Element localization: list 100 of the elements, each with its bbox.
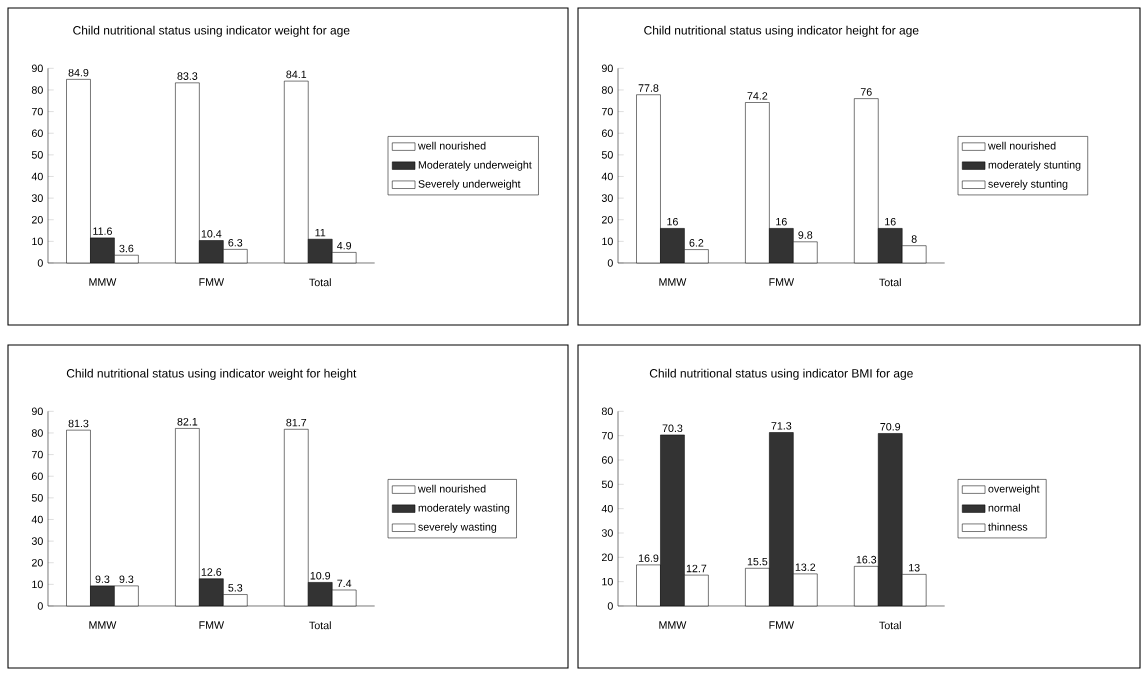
- x-tick-label: Total: [309, 621, 331, 630]
- y-tick-label: 90: [601, 64, 613, 73]
- y-tick-label: 40: [601, 172, 613, 181]
- y-tick-label: 20: [31, 558, 43, 567]
- x-tick-label: Total: [309, 278, 331, 287]
- y-tick-label: 80: [31, 429, 43, 437]
- legend-label: well nourished: [417, 141, 486, 150]
- y-tick-label: 20: [31, 215, 43, 224]
- data-label: 11.6: [93, 227, 112, 235]
- x-tick-label: Total: [879, 278, 901, 287]
- x-tick-label: MMW: [89, 621, 117, 629]
- y-tick-label: 10: [602, 577, 613, 586]
- data-label: 16: [667, 217, 678, 226]
- legend-label: Moderately underweight: [418, 160, 532, 171]
- data-label: 15.5: [747, 557, 768, 566]
- data-label: 7.4: [337, 579, 352, 588]
- data-label: 71.3: [771, 422, 792, 430]
- x-tick-label: MMW: [659, 621, 687, 629]
- data-label: 81.7: [286, 418, 307, 427]
- data-label: 84.9: [68, 68, 89, 77]
- data-label: 5.3: [228, 584, 243, 592]
- y-tick-label: 0: [607, 259, 613, 267]
- legend-label: normal: [988, 503, 1020, 512]
- y-tick-label: 70: [601, 107, 613, 116]
- data-label: 3.6: [119, 244, 134, 253]
- data-label: 11: [315, 228, 326, 237]
- y-tick-label: 80: [31, 86, 43, 94]
- y-tick-label: 30: [31, 194, 43, 202]
- y-tick-label: 30: [31, 537, 43, 545]
- data-label: 76: [860, 88, 872, 96]
- legend-label: Severely underweight: [418, 179, 521, 190]
- legend-label: severely stunting: [988, 179, 1068, 190]
- x-tick-label: Total: [879, 621, 901, 630]
- chart-title: Child nutritional status using indicator BMI for age: [649, 368, 913, 380]
- data-label: 84.1: [286, 70, 307, 79]
- chart-title: Child nutritional status using indicator weight for age: [73, 25, 350, 37]
- y-tick-label: 50: [601, 480, 613, 489]
- x-tick-label: FMW: [199, 278, 225, 286]
- legend-label: overweight: [988, 484, 1040, 495]
- data-label: 82.1: [177, 417, 198, 426]
- data-label: 6.3: [228, 238, 243, 247]
- x-tick-label: MMW: [89, 278, 117, 286]
- y-tick-label: 40: [601, 504, 613, 513]
- y-tick-label: 90: [31, 407, 43, 416]
- y-tick-label: 70: [601, 431, 613, 440]
- legend-label: well nourished: [417, 484, 486, 493]
- data-label: 70.3: [662, 424, 683, 433]
- y-tick-label: 80: [601, 407, 613, 416]
- data-label: 16.3: [856, 555, 877, 564]
- y-tick-label: 60: [31, 472, 43, 480]
- y-tick-label: 0: [607, 602, 613, 610]
- y-tick-label: 60: [601, 456, 613, 464]
- y-tick-label: 50: [601, 151, 613, 159]
- data-label: 74.2: [747, 92, 768, 100]
- data-label: 81.3: [68, 419, 89, 428]
- legend-label: well nourished: [987, 141, 1056, 150]
- data-label: 83.3: [177, 72, 198, 80]
- legend-label: severely wasting: [418, 522, 497, 533]
- y-tick-label: 70: [31, 450, 43, 459]
- data-label: 16: [776, 217, 787, 226]
- y-tick-label: 90: [31, 64, 43, 73]
- x-tick-label: FMW: [769, 621, 795, 629]
- y-tick-label: 30: [601, 194, 613, 202]
- y-tick-label: 10: [32, 237, 43, 246]
- data-label: 16: [885, 217, 896, 226]
- data-label: 70.9: [880, 423, 901, 431]
- y-tick-label: 0: [37, 259, 43, 267]
- data-label: 8: [911, 235, 917, 243]
- y-tick-label: 40: [31, 172, 43, 181]
- data-label: 6.2: [689, 239, 704, 247]
- data-label: 9.3: [95, 575, 110, 583]
- y-tick-label: 20: [601, 215, 613, 224]
- x-tick-label: FMW: [769, 278, 795, 286]
- x-tick-label: MMW: [659, 278, 687, 286]
- data-label: 13: [909, 563, 920, 572]
- chart-title: Child nutritional status using indicator height for age: [644, 25, 919, 37]
- legend-label: moderately stunting: [988, 160, 1081, 171]
- y-tick-label: 0: [37, 602, 43, 610]
- y-tick-label: 20: [601, 553, 613, 562]
- chart-title: Child nutritional status using indicator weight for height: [66, 368, 357, 380]
- y-tick-label: 70: [31, 107, 43, 116]
- legend-label: thinness: [988, 522, 1028, 531]
- x-tick-label: FMW: [199, 621, 225, 629]
- y-tick-label: 60: [601, 129, 613, 137]
- y-tick-label: 50: [31, 151, 43, 159]
- y-tick-label: 10: [32, 580, 43, 589]
- data-label: 9.3: [119, 575, 134, 583]
- data-label: 9.8: [798, 231, 813, 239]
- legend-label: moderately wasting: [418, 503, 510, 514]
- y-tick-label: 50: [31, 494, 43, 502]
- data-label: 12.7: [686, 564, 707, 573]
- data-label: 77.8: [638, 84, 659, 92]
- data-label: 10.4: [201, 230, 222, 238]
- data-label: 4.9: [337, 241, 352, 250]
- y-tick-label: 40: [31, 515, 43, 524]
- y-tick-label: 60: [31, 129, 43, 137]
- data-label: 16.9: [638, 554, 659, 562]
- data-label: 10.9: [310, 571, 331, 580]
- data-label: 13.2: [795, 563, 816, 571]
- y-tick-label: 30: [601, 529, 613, 537]
